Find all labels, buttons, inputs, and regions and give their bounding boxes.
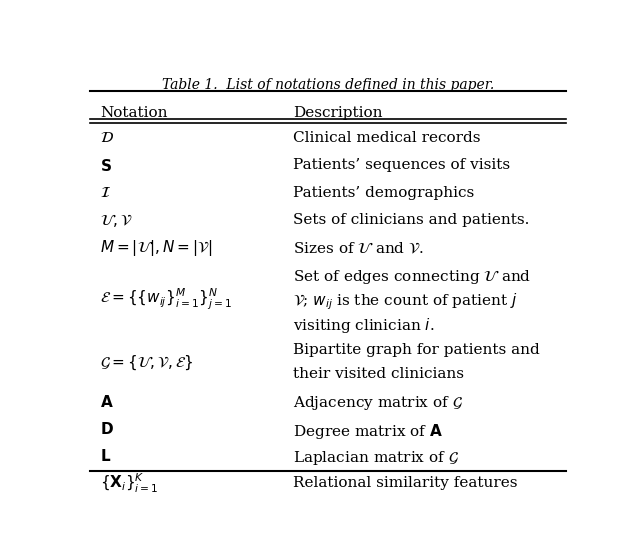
Text: Description: Description bbox=[293, 106, 383, 120]
Text: $\mathbf{D}$: $\mathbf{D}$ bbox=[100, 421, 114, 437]
Text: Sizes of $\mathcal{U}$ and $\mathcal{V}$.: Sizes of $\mathcal{U}$ and $\mathcal{V}$… bbox=[293, 240, 424, 255]
Text: Laplacian matrix of $\mathcal{G}$: Laplacian matrix of $\mathcal{G}$ bbox=[293, 449, 460, 467]
Text: $M = |\mathcal{U}|, N = |\mathcal{V}|$: $M = |\mathcal{U}|, N = |\mathcal{V}|$ bbox=[100, 238, 212, 258]
Text: Adjacency matrix of $\mathcal{G}$: Adjacency matrix of $\mathcal{G}$ bbox=[293, 394, 463, 412]
Text: Sets of clinicians and patients.: Sets of clinicians and patients. bbox=[293, 213, 530, 227]
Text: $\mathcal{I}$: $\mathcal{I}$ bbox=[100, 186, 111, 200]
Text: Patients’ demographics: Patients’ demographics bbox=[293, 186, 474, 200]
Text: visiting clinician $i$.: visiting clinician $i$. bbox=[293, 316, 435, 335]
Text: Notation: Notation bbox=[100, 106, 167, 120]
Text: $\mathbf{L}$: $\mathbf{L}$ bbox=[100, 449, 111, 464]
Text: $\mathbf{S}$: $\mathbf{S}$ bbox=[100, 158, 112, 174]
Text: $\mathcal{V}$; $w_{ij}$ is the count of patient $j$: $\mathcal{V}$; $w_{ij}$ is the count of … bbox=[293, 292, 518, 312]
Text: $\mathbf{A}$: $\mathbf{A}$ bbox=[100, 394, 113, 410]
Text: Bipartite graph for patients and: Bipartite graph for patients and bbox=[293, 343, 540, 357]
Text: $\mathcal{E} = \{\{w_{ij}\}_{i=1}^{M}\}_{j=1}^{N}$: $\mathcal{E} = \{\{w_{ij}\}_{i=1}^{M}\}_… bbox=[100, 286, 232, 312]
Text: $\mathcal{U}, \mathcal{V}$: $\mathcal{U}, \mathcal{V}$ bbox=[100, 212, 132, 229]
Text: Relational similarity features: Relational similarity features bbox=[293, 476, 518, 490]
Text: Degree matrix of $\mathbf{A}$: Degree matrix of $\mathbf{A}$ bbox=[293, 422, 443, 441]
Text: their visited clinicians: their visited clinicians bbox=[293, 367, 464, 381]
Text: Table 1.  List of notations defined in this paper.: Table 1. List of notations defined in th… bbox=[162, 78, 494, 92]
Text: $\mathcal{D}$: $\mathcal{D}$ bbox=[100, 131, 114, 145]
Text: Clinical medical records: Clinical medical records bbox=[293, 131, 481, 145]
Text: $\mathcal{G} = \{\mathcal{U}, \mathcal{V}, \mathcal{E}\}$: $\mathcal{G} = \{\mathcal{U}, \mathcal{V… bbox=[100, 353, 193, 372]
Text: $\{\mathbf{X}_i\}_{i=1}^{K}$: $\{\mathbf{X}_i\}_{i=1}^{K}$ bbox=[100, 472, 159, 495]
Text: Patients’ sequences of visits: Patients’ sequences of visits bbox=[293, 158, 511, 172]
Text: Set of edges connecting $\mathcal{U}$ and: Set of edges connecting $\mathcal{U}$ an… bbox=[293, 267, 532, 286]
